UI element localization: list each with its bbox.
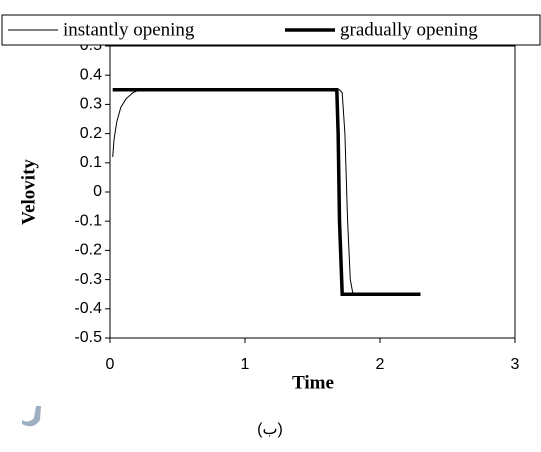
y-tick-label: -0.5: [74, 329, 102, 346]
x-tick-label: 3: [511, 356, 520, 373]
y-tick-label: 0.2: [80, 125, 102, 142]
x-tick-label: 2: [376, 356, 385, 373]
series-line: [112, 89, 421, 295]
y-tick-label: -0.1: [74, 212, 102, 229]
x-tick-label: 1: [241, 356, 250, 373]
y-tick-label: 0: [93, 183, 102, 200]
y-axis-label: Velovity: [18, 159, 39, 225]
y-tick-label: -0.4: [74, 300, 102, 317]
legend-label: instantly opening: [63, 19, 195, 40]
icon: [22, 406, 41, 427]
y-tick-label: 0.4: [80, 66, 102, 83]
y-tick-label: -0.2: [74, 242, 102, 259]
plot-frame: [109, 45, 516, 339]
legend-label: gradually opening: [340, 19, 478, 40]
y-tick-label: -0.3: [74, 271, 102, 288]
caption: (ب): [257, 421, 283, 438]
y-tick-label: 0.3: [80, 96, 102, 113]
x-axis-label: Time: [292, 372, 334, 393]
series-line: [112, 88, 421, 296]
y-tick-label: 0.1: [80, 154, 102, 171]
legend-box: [1, 14, 541, 46]
x-tick-label: 0: [106, 356, 115, 373]
